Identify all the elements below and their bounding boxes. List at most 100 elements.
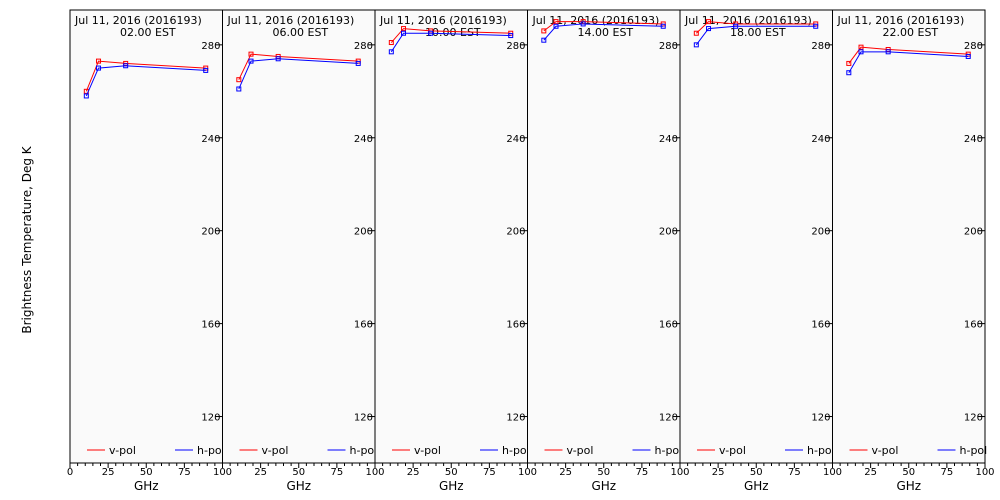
y-tick-label: 120	[201, 413, 220, 424]
x-tick-label: 75	[636, 467, 649, 478]
panel-title-time: 14.00 EST	[578, 26, 634, 39]
legend-label-v-pol: v-pol	[719, 444, 746, 457]
y-tick-label: 280	[354, 41, 373, 52]
y-tick-label: 280	[659, 41, 678, 52]
data-point-h-pol	[965, 53, 971, 59]
y-tick-label: 200	[659, 227, 678, 238]
y-tick-label: 200	[964, 227, 983, 238]
panel-title-date: Jul 11, 2016 (2016193)	[532, 14, 660, 27]
x-tick-label: 25	[712, 467, 725, 478]
legend-label-v-pol: v-pol	[567, 444, 594, 457]
panel-title-date: Jul 11, 2016 (2016193)	[379, 14, 507, 27]
data-point-h-pol	[706, 26, 712, 32]
data-point-v-pol	[96, 58, 102, 64]
x-axis-label: GHz	[744, 479, 769, 493]
data-point-h-pol	[203, 67, 209, 73]
data-point-h-pol	[885, 49, 891, 55]
panel-frame	[832, 9, 986, 464]
data-point-h-pol	[846, 70, 852, 76]
data-point-v-pol	[248, 51, 254, 57]
y-tick-label: 160	[201, 320, 220, 331]
y-tick-label: 280	[506, 41, 525, 52]
panel-title-time: 06.00 EST	[273, 26, 329, 39]
panel-title-date: Jul 11, 2016 (2016193)	[74, 14, 202, 27]
data-point-h-pol	[388, 49, 394, 55]
legend-label-v-pol: v-pol	[262, 444, 289, 457]
x-tick-label: 100	[975, 467, 994, 478]
series-line-v-pol	[848, 46, 969, 64]
legend-label-h-pol: h-pol	[960, 444, 988, 457]
panel-3: Jul 11, 2016 (2016193)10.00 EST 120 160 200…	[374, 9, 537, 493]
y-tick-label: 240	[506, 134, 525, 145]
data-point-h-pol	[580, 21, 586, 27]
x-tick-label: 75	[788, 467, 801, 478]
panel-title-time: 10.00 EST	[425, 26, 481, 39]
series-line-v-pol	[390, 28, 511, 43]
panel-title-time: 02.00 EST	[120, 26, 176, 39]
x-tick-label: 100	[670, 467, 689, 478]
data-point-h-pol	[248, 58, 254, 64]
x-tick-label: 50	[445, 467, 458, 478]
x-tick-label: 50	[750, 467, 763, 478]
data-point-v-pol	[858, 44, 864, 50]
data-point-h-pol	[813, 23, 819, 29]
legend-label-h-pol: h-pol	[197, 444, 225, 457]
panel-title-date: Jul 11, 2016 (2016193)	[837, 14, 965, 27]
legend-label-h-pol: h-pol	[807, 444, 835, 457]
legend-label-v-pol: v-pol	[872, 444, 899, 457]
data-point-v-pol	[846, 60, 852, 66]
legend-label-h-pol: h-pol	[350, 444, 378, 457]
x-tick-label: 25	[559, 467, 572, 478]
x-axis-label: GHz	[134, 479, 159, 493]
series-line-v-pol	[238, 53, 359, 80]
y-tick-label: 240	[659, 134, 678, 145]
series-line-v-pol	[85, 60, 206, 92]
panel-title-time: 18.00 EST	[730, 26, 786, 39]
data-point-h-pol	[401, 30, 407, 36]
panel-title-date: Jul 11, 2016 (2016193)	[227, 14, 355, 27]
y-tick-label: 200	[506, 227, 525, 238]
data-point-v-pol	[401, 26, 407, 32]
x-tick-label: 0	[67, 467, 73, 478]
data-point-h-pol	[355, 60, 361, 66]
panel-4: Jul 11, 2016 (2016193)14.00 EST 120 160 200…	[527, 9, 690, 493]
y-tick-label: 280	[201, 41, 220, 52]
panel-6: Jul 11, 2016 (2016193)22.00 EST 120 160 200…	[832, 9, 995, 493]
y-tick-label: 160	[811, 320, 830, 331]
data-point-h-pol	[236, 86, 242, 92]
legend-label-h-pol: h-pol	[655, 444, 683, 457]
panel-1: Jul 11, 2016 (2016193)02.00 EST 120 160 200…	[67, 9, 232, 493]
panel-frame	[374, 9, 528, 464]
x-tick-label: 75	[331, 467, 344, 478]
legend-label-v-pol: v-pol	[414, 444, 441, 457]
y-tick-label: 200	[354, 227, 373, 238]
y-tick-label: 160	[354, 320, 373, 331]
y-tick-label: 200	[201, 227, 220, 238]
x-axis-label: GHz	[591, 479, 616, 493]
x-tick-label: 50	[902, 467, 915, 478]
data-point-h-pol	[858, 49, 864, 55]
series-line-h-pol	[695, 25, 816, 46]
y-tick-label: 120	[354, 413, 373, 424]
y-tick-label: 200	[811, 227, 830, 238]
panel-frame	[69, 9, 223, 464]
panel-frame	[679, 9, 833, 464]
x-axis-label: GHz	[439, 479, 464, 493]
data-point-v-pol	[553, 19, 559, 25]
y-tick-label: 160	[506, 320, 525, 331]
data-point-h-pol	[123, 63, 129, 69]
y-tick-label: 120	[659, 413, 678, 424]
x-tick-label: 25	[407, 467, 420, 478]
series-line-v-pol	[695, 21, 816, 34]
x-tick-label: 50	[292, 467, 305, 478]
y-tick-label: 280	[964, 41, 983, 52]
x-tick-label: 100	[518, 467, 537, 478]
panels-group: Jul 11, 2016 (2016193)02.00 EST120160200…	[67, 9, 995, 493]
data-point-h-pol	[428, 30, 434, 36]
data-point-v-pol	[693, 30, 699, 36]
x-tick-label: 25	[864, 467, 877, 478]
series-line-h-pol	[390, 32, 511, 53]
data-point-v-pol	[388, 40, 394, 46]
series-line-h-pol	[85, 65, 206, 97]
